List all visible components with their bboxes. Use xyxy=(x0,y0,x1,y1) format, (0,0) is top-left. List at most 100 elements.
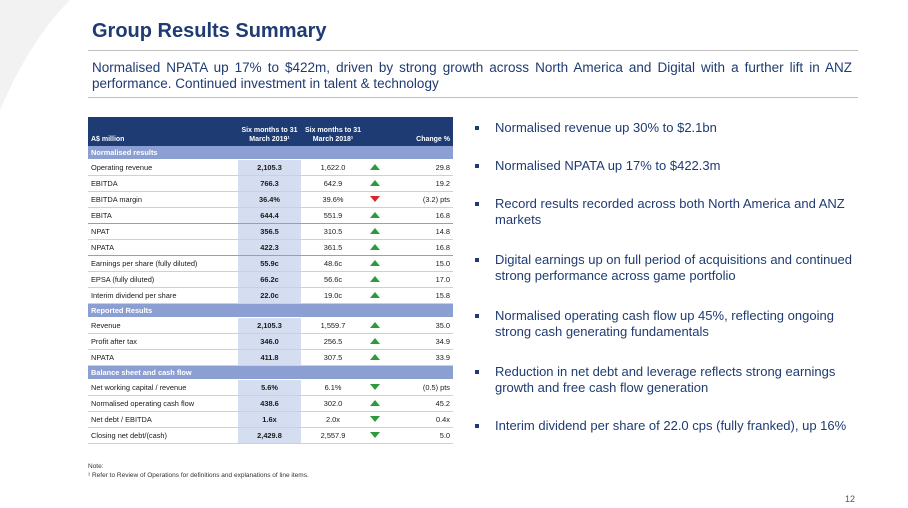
row-trend xyxy=(365,317,385,334)
row-trend xyxy=(365,223,385,240)
row-current-value: 438.6 xyxy=(238,395,301,412)
bullet-square-icon xyxy=(475,258,479,262)
row-change: 29.8 xyxy=(385,159,453,176)
key-point-text: Normalised revenue up 30% to $2.1bn xyxy=(495,120,717,135)
arrow-down-icon xyxy=(370,432,380,438)
header-trend xyxy=(365,117,385,146)
title-divider xyxy=(88,50,858,51)
key-point-text: Interim dividend per share of 22.0 cps (… xyxy=(495,418,847,433)
table-row: Profit after tax 346.0 256.5 34.9 xyxy=(88,333,453,350)
table-row: Interim dividend per share 22.0c 19.0c 15.8 xyxy=(88,287,453,304)
row-trend xyxy=(365,207,385,224)
section-header-row: Normalised results xyxy=(88,146,453,160)
row-trend xyxy=(365,427,385,444)
row-current-value: 55.9c xyxy=(238,255,301,272)
row-trend xyxy=(365,333,385,350)
row-label: Interim dividend per share xyxy=(88,287,238,304)
table-row: EBITDA 766.3 642.9 19.2 xyxy=(88,175,453,192)
row-trend xyxy=(365,395,385,412)
row-trend xyxy=(365,411,385,428)
arrow-up-icon xyxy=(370,244,380,250)
key-point-text: Digital earnings up on full period of ac… xyxy=(495,252,853,283)
header-prior-period: Six months to 31 March 2018¹ xyxy=(301,117,365,146)
bullet-square-icon xyxy=(475,424,479,428)
bullet-square-icon xyxy=(475,126,479,130)
row-label: Earnings per share (fully diluted) xyxy=(88,255,238,272)
arrow-up-icon xyxy=(370,212,380,218)
row-change: 35.0 xyxy=(385,317,453,334)
row-prior-value: 56.6c xyxy=(301,271,365,288)
header-current-period: Six months to 31 March 2019¹ xyxy=(238,117,301,146)
row-change: 34.9 xyxy=(385,333,453,350)
row-current-value: 22.0c xyxy=(238,287,301,304)
key-point-item: Record results recorded across both Nort… xyxy=(475,196,865,228)
row-change: 15.8 xyxy=(385,287,453,304)
table-row: NPATA 411.8 307.5 33.9 xyxy=(88,349,453,366)
table-body: Normalised results Operating revenue 2,105… xyxy=(88,146,453,444)
key-point-item: Reduction in net debt and leverage refle… xyxy=(475,364,865,396)
corner-decoration xyxy=(0,0,70,110)
row-current-value: 356.5 xyxy=(238,223,301,240)
bullet-square-icon xyxy=(475,164,479,168)
row-trend xyxy=(365,239,385,256)
key-point-item: Normalised NPATA up 17% to $422.3m xyxy=(475,158,865,174)
arrow-up-icon xyxy=(370,180,380,186)
row-change: (0.5) pts xyxy=(385,379,453,396)
row-change: 5.0 xyxy=(385,427,453,444)
key-point-item: Normalised revenue up 30% to $2.1bn xyxy=(475,120,865,136)
arrow-up-icon xyxy=(370,322,380,328)
slide-title: Group Results Summary xyxy=(92,20,327,42)
table-row: NPATA 422.3 361.5 16.8 xyxy=(88,239,453,256)
row-prior-value: 1,622.0 xyxy=(301,159,365,176)
row-current-value: 1.6x xyxy=(238,411,301,428)
arrow-up-icon xyxy=(370,338,380,344)
table-row: EBITA 644.4 551.9 16.8 xyxy=(88,207,453,224)
row-change: 45.2 xyxy=(385,395,453,412)
row-prior-value: 256.5 xyxy=(301,333,365,350)
arrow-up-icon xyxy=(370,276,380,282)
arrow-up-icon xyxy=(370,228,380,234)
section-title: Normalised results xyxy=(88,146,453,160)
arrow-down-icon xyxy=(370,384,380,390)
row-trend xyxy=(365,287,385,304)
row-label: NPAT xyxy=(88,223,238,240)
key-point-item: Normalised operating cash flow up 45%, r… xyxy=(475,308,865,340)
key-point-text: Normalised NPATA up 17% to $422.3m xyxy=(495,158,721,173)
table-row: Normalised operating cash flow 438.6 302.0… xyxy=(88,395,453,412)
row-prior-value: 642.9 xyxy=(301,175,365,192)
row-prior-value: 551.9 xyxy=(301,207,365,224)
row-current-value: 5.6% xyxy=(238,379,301,396)
row-change: 0.4x xyxy=(385,411,453,428)
row-current-value: 36.4% xyxy=(238,191,301,208)
row-prior-value: 361.5 xyxy=(301,239,365,256)
subtitle-divider xyxy=(88,97,858,98)
row-label: EBITDA xyxy=(88,175,238,192)
row-change: 15.0 xyxy=(385,255,453,272)
arrow-up-icon xyxy=(370,164,380,170)
footnote-text: ¹ Refer to Review of Operations for defi… xyxy=(88,472,309,479)
table-row: Net debt / EBITDA 1.6x 2.0x 0.4x xyxy=(88,411,453,428)
row-current-value: 411.8 xyxy=(238,349,301,366)
footnote-label: Note: xyxy=(88,463,104,470)
row-change: 33.9 xyxy=(385,349,453,366)
row-label: Closing net debt/(cash) xyxy=(88,427,238,444)
slide-subtitle: Normalised NPATA up 17% to $422m, driven… xyxy=(92,60,852,91)
row-prior-value: 307.5 xyxy=(301,349,365,366)
row-trend xyxy=(365,379,385,396)
arrow-down-icon xyxy=(370,416,380,422)
row-label: EBITDA margin xyxy=(88,191,238,208)
arrow-up-icon xyxy=(370,400,380,406)
row-label: Operating revenue xyxy=(88,159,238,176)
section-header-row: Balance sheet and cash flow xyxy=(88,365,453,380)
row-change: 14.8 xyxy=(385,223,453,240)
row-prior-value: 302.0 xyxy=(301,395,365,412)
row-trend xyxy=(365,271,385,288)
row-current-value: 2,429.8 xyxy=(238,427,301,444)
table-row: Closing net debt/(cash) 2,429.8 2,557.9 5.0 xyxy=(88,427,453,444)
table-row: Revenue 2,105.3 1,559.7 35.0 xyxy=(88,317,453,334)
results-table: A$ million Six months to 31 March 2019¹ … xyxy=(88,117,453,444)
row-current-value: 66.2c xyxy=(238,271,301,288)
row-prior-value: 2,557.9 xyxy=(301,427,365,444)
arrow-down-icon xyxy=(370,196,380,202)
row-label: Revenue xyxy=(88,317,238,334)
